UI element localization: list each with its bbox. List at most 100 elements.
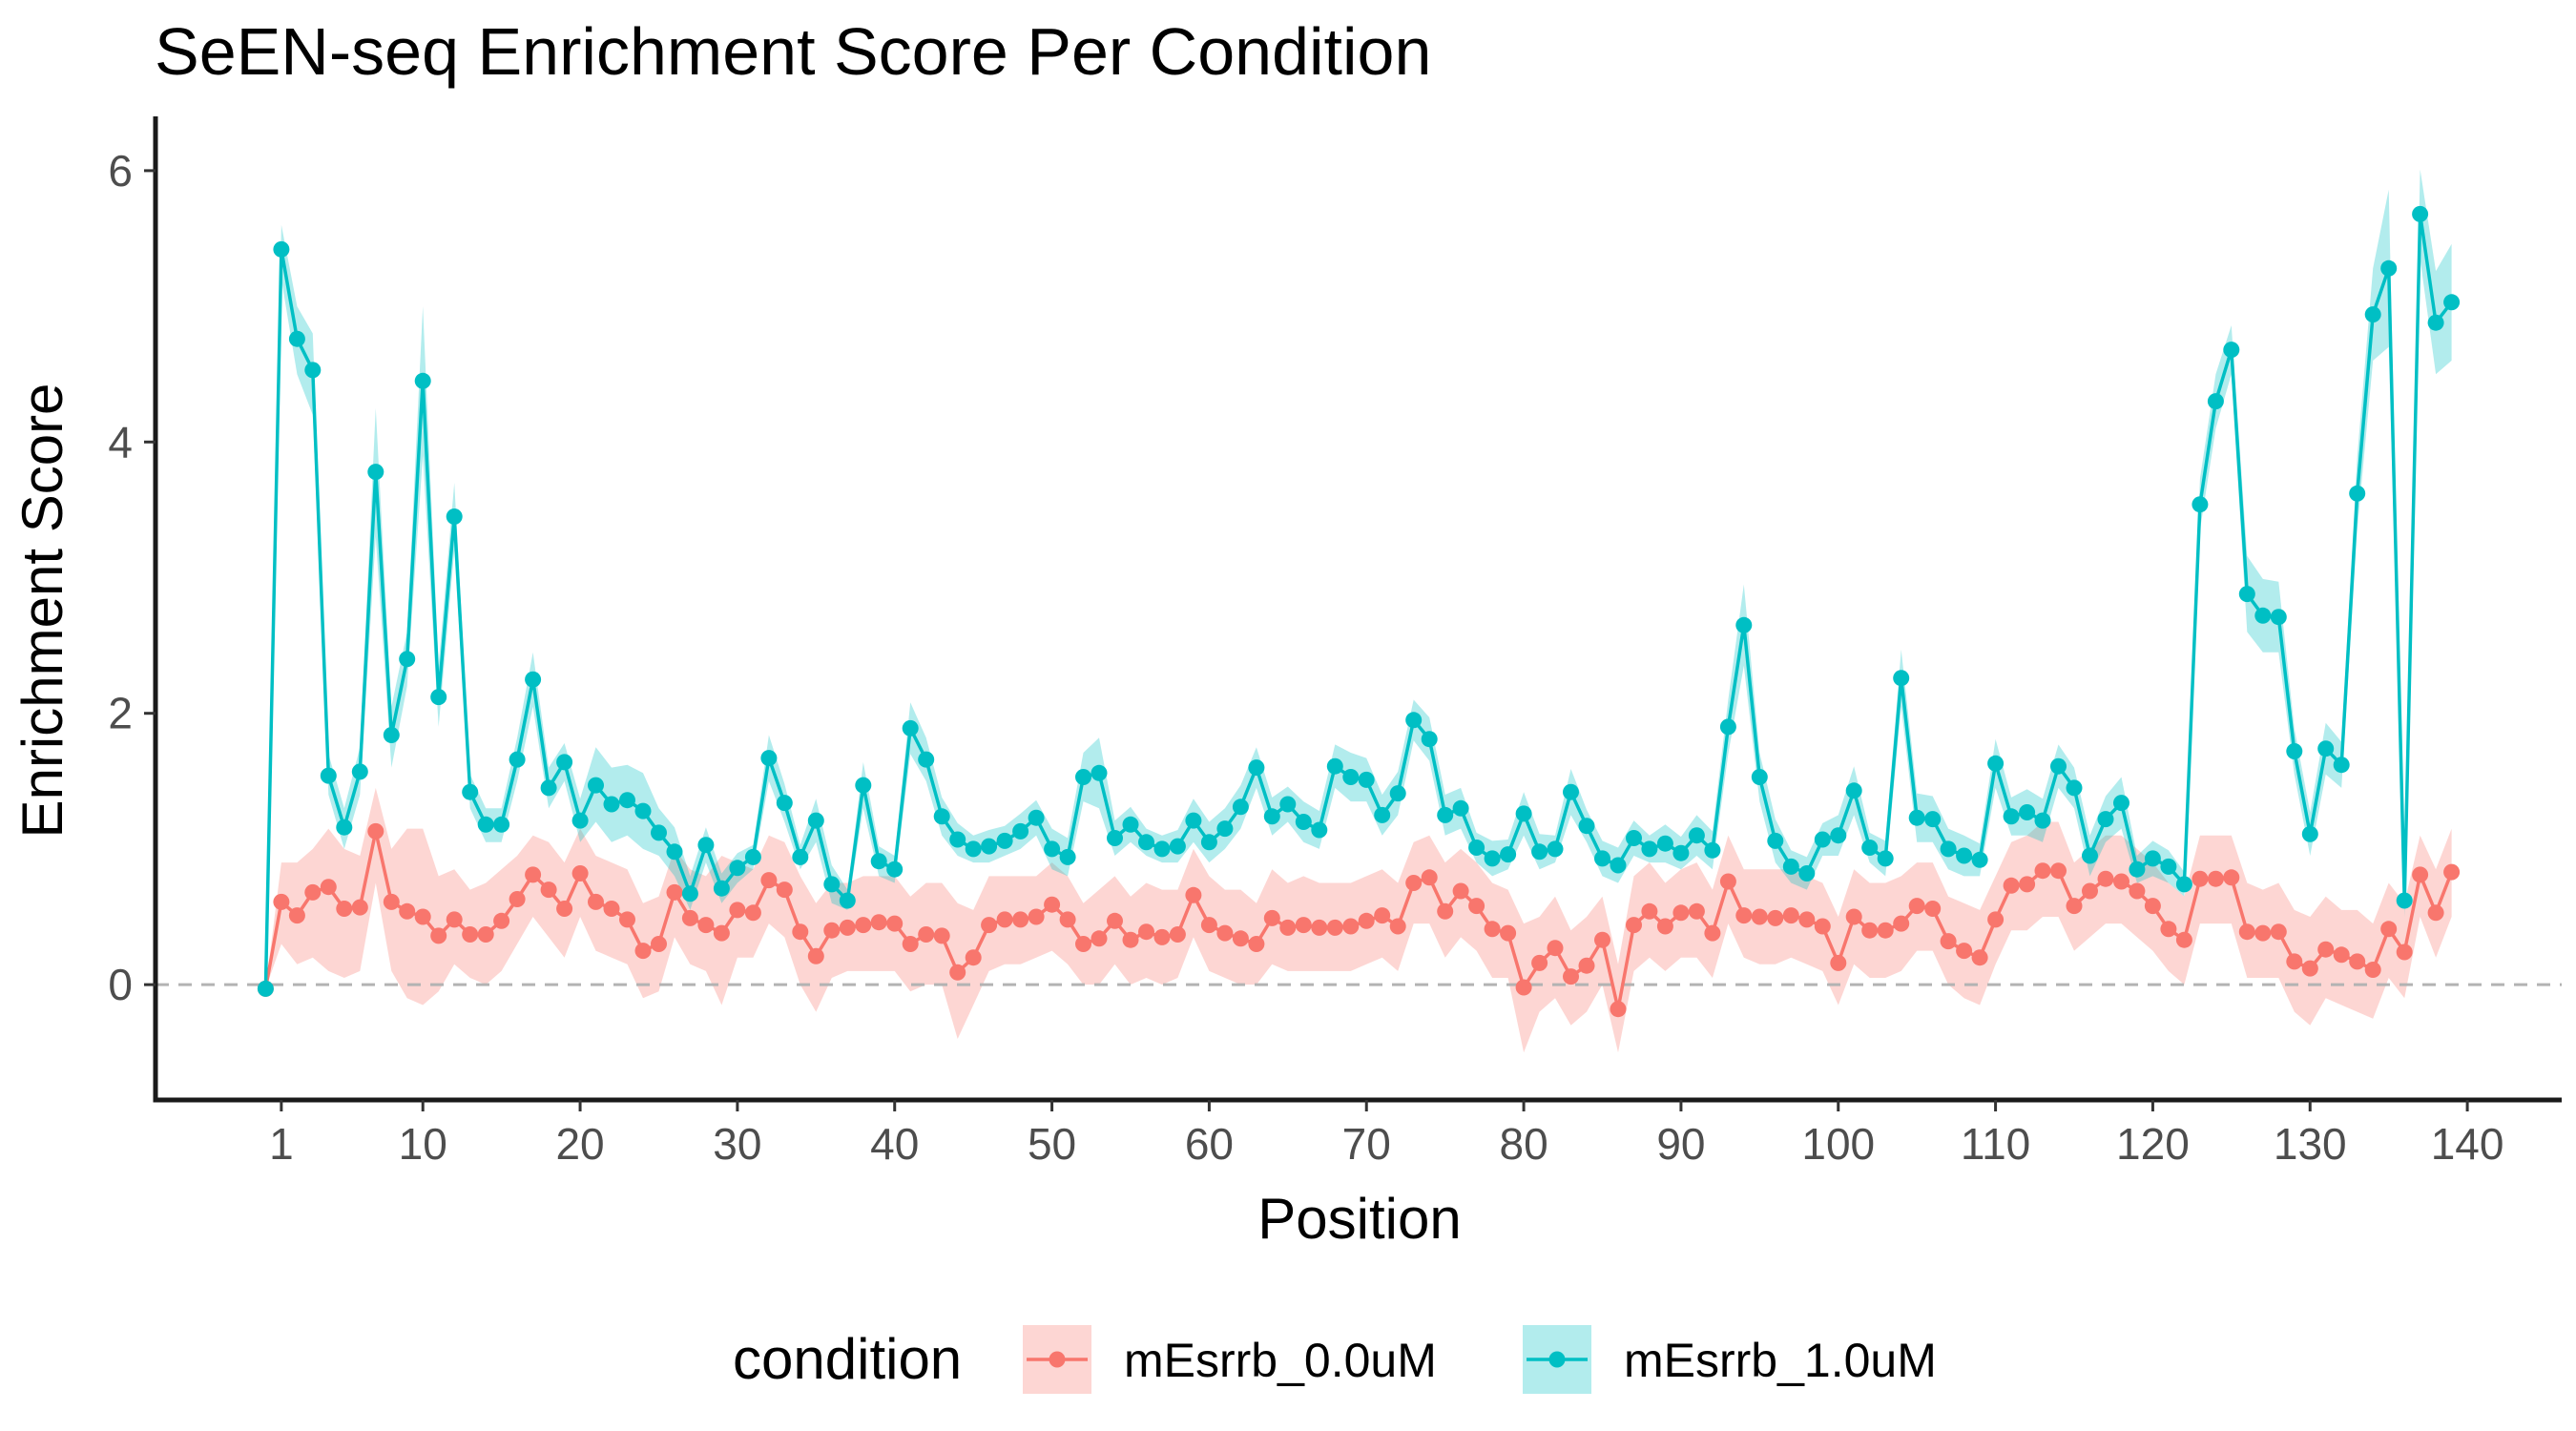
data-point [1845, 782, 1862, 799]
data-point [1641, 840, 1658, 858]
data-point [2034, 812, 2051, 829]
data-point [1940, 933, 1957, 950]
data-point [1500, 846, 1517, 863]
data-point [1405, 712, 1423, 729]
x-tick-label: 80 [1499, 1119, 1548, 1169]
data-point [2238, 586, 2255, 603]
data-point [949, 964, 966, 981]
data-point [2207, 870, 2224, 887]
data-point [1311, 821, 1328, 839]
data-point [1468, 840, 1485, 856]
data-point [1452, 799, 1469, 817]
data-point [1956, 943, 1973, 960]
data-point [304, 883, 322, 901]
data-point [1656, 918, 1673, 935]
data-point [870, 914, 887, 931]
data-point [807, 812, 824, 829]
data-point [2097, 811, 2114, 828]
data-point [697, 837, 715, 854]
data-point [2050, 757, 2067, 775]
data-point [1987, 755, 2005, 772]
data-point [996, 911, 1013, 928]
data-point [1908, 898, 1925, 915]
data-point [1767, 909, 1784, 926]
data-point [1798, 911, 1816, 928]
data-point [462, 783, 479, 800]
data-point [839, 892, 856, 909]
data-point [2223, 342, 2240, 359]
data-point [634, 943, 652, 960]
data-point [2380, 259, 2398, 277]
y-tick-label: 6 [108, 146, 133, 196]
data-point [399, 651, 416, 668]
data-point [1107, 830, 1123, 846]
data-point [1987, 911, 2005, 928]
data-point [666, 883, 683, 901]
data-point [886, 915, 904, 932]
data-point [2082, 882, 2098, 900]
data-point [760, 872, 778, 889]
axes [153, 116, 2562, 1103]
data-point [902, 719, 919, 736]
data-point [1814, 918, 1831, 935]
data-point [2066, 898, 2083, 915]
x-tick-label: 140 [2431, 1119, 2504, 1169]
data-point [493, 816, 510, 833]
data-point [2129, 861, 2146, 878]
data-point [525, 671, 542, 688]
y-tick-label: 0 [108, 960, 133, 1009]
data-point [2349, 953, 2366, 970]
data-point [2254, 607, 2272, 624]
data-point [1956, 847, 1973, 864]
data-point [619, 911, 635, 928]
data-point [2144, 850, 2161, 867]
data-point [2003, 877, 2020, 894]
data-point [336, 901, 353, 917]
data-point [1751, 908, 1768, 925]
data-point [2223, 869, 2240, 886]
data-point [996, 832, 1013, 849]
data-point [1719, 718, 1736, 736]
data-point [525, 866, 542, 883]
data-point [1279, 796, 1297, 813]
data-point [273, 240, 290, 258]
data-point [2003, 808, 2020, 825]
y-tick-label: 4 [108, 417, 133, 467]
data-point [634, 802, 652, 819]
data-point [2160, 921, 2177, 938]
data-point [1626, 917, 1642, 934]
data-point [1578, 957, 1595, 974]
data-point [509, 751, 526, 768]
data-point [1845, 908, 1862, 925]
data-point [2175, 876, 2192, 893]
data-point [288, 330, 305, 347]
x-tick-label: 20 [555, 1119, 604, 1169]
legend-key-point [1049, 1351, 1066, 1368]
data-point [1594, 931, 1610, 948]
data-point [1735, 907, 1753, 924]
data-point [493, 912, 510, 929]
data-point [1861, 840, 1879, 856]
data-point [1012, 822, 1029, 840]
data-point [918, 926, 935, 943]
x-tick-label: 30 [713, 1119, 761, 1169]
data-point [2364, 962, 2381, 978]
x-tick-label: 1 [269, 1119, 294, 1169]
data-point [1028, 908, 1045, 925]
data-point [1358, 912, 1375, 929]
data-point [603, 901, 620, 917]
data-point [1877, 850, 1894, 867]
data-point [713, 924, 730, 942]
legend-title: condition [733, 1327, 962, 1391]
data-point [367, 464, 384, 481]
data-point [320, 879, 337, 896]
data-point [1232, 798, 1249, 816]
data-point [933, 808, 950, 825]
data-point [886, 861, 904, 878]
data-point [1893, 670, 1910, 687]
data-point [2270, 609, 2287, 626]
data-point [2050, 862, 2067, 880]
data-point [430, 689, 447, 706]
data-point [2333, 946, 2350, 964]
